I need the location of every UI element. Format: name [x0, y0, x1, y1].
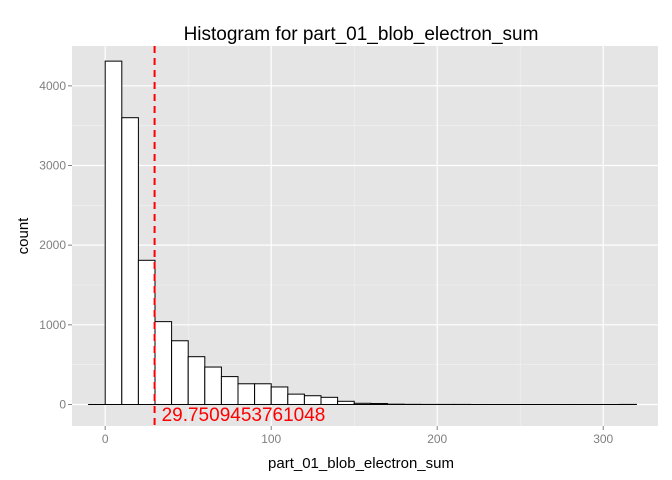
mean-label: 29.7509453761048 — [162, 405, 326, 426]
histogram-bar — [287, 393, 305, 405]
y-tick-label: 3000 — [39, 158, 66, 172]
y-tick-label: 4000 — [39, 79, 66, 93]
x-tick-label: 0 — [102, 432, 109, 446]
chart-title: Histogram for part_01_blob_electron_sum — [184, 24, 539, 45]
y-tick-label: 0 — [59, 397, 66, 411]
histogram-bar — [220, 376, 239, 405]
histogram-bar — [320, 396, 339, 405]
mean-line-group: 29.7509453761048 — [153, 46, 326, 426]
x-tick-label: 200 — [427, 432, 447, 446]
y-tick-label: 1000 — [39, 318, 66, 332]
x-axis-title: part_01_blob_electron_sum — [268, 455, 454, 472]
histogram-bar — [121, 117, 139, 405]
histogram-bar — [171, 340, 189, 405]
histogram-bar — [137, 259, 156, 405]
histogram-bar — [104, 60, 123, 405]
histogram-bar — [154, 321, 173, 405]
y-axis: 0 1000 2000 3000 4000 — [39, 79, 72, 411]
histogram-bar — [237, 383, 256, 405]
histogram-bars — [88, 60, 637, 406]
histogram-bar — [187, 356, 206, 405]
histogram-bar — [353, 402, 372, 405]
x-tick-label: 100 — [261, 432, 281, 446]
histogram-bar — [337, 400, 355, 405]
histogram-bar — [370, 403, 388, 405]
y-tick-label: 2000 — [39, 238, 66, 252]
y-axis-title: count — [15, 217, 32, 255]
x-axis: 0 100 200 300 — [102, 426, 614, 446]
histogram-bar — [270, 386, 289, 405]
histogram-bar — [204, 366, 222, 405]
histogram-bar — [303, 395, 322, 405]
x-tick-label: 300 — [593, 432, 613, 446]
histogram-bar — [254, 383, 272, 405]
